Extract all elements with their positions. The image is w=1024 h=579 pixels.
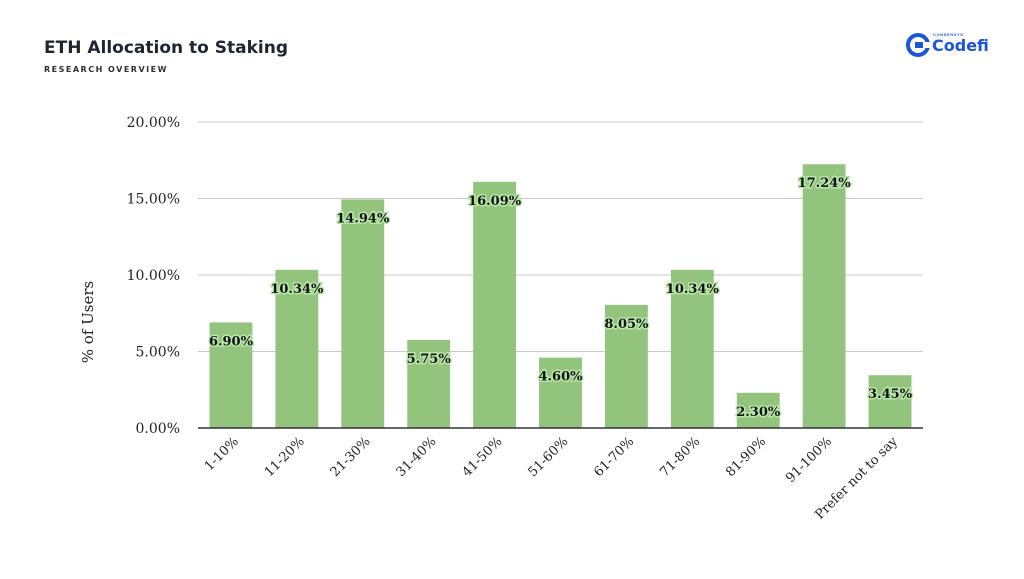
- bar: [539, 357, 582, 428]
- data-label: 14.94%: [336, 211, 390, 226]
- page-subtitle: RESEARCH OVERVIEW: [44, 65, 168, 74]
- x-tick-label: 41-50%: [460, 434, 506, 480]
- bar: [407, 340, 451, 428]
- x-tick-label: 51-60%: [525, 434, 571, 480]
- logo-wordmark: Codefi: [932, 36, 989, 55]
- data-labels: 6.90% 10.34% 14.94% 5.75% 16.09% 4.60% 8.05% 10…: [207, 175, 914, 422]
- bar: [868, 375, 912, 428]
- data-label: 6.90%: [209, 334, 254, 349]
- x-tick-label: 91-100%: [783, 434, 835, 486]
- x-tick-label: 1-10%: [202, 434, 242, 474]
- data-label: 2.30%: [736, 405, 781, 420]
- bar: [736, 392, 780, 428]
- bar: [209, 322, 253, 428]
- bars: [209, 164, 912, 428]
- y-tick-label: 10.00%: [127, 268, 180, 284]
- data-label: 4.60%: [538, 370, 583, 385]
- data-label: 17.24%: [798, 176, 852, 191]
- data-label: 10.34%: [666, 282, 720, 297]
- data-label: 3.45%: [868, 387, 913, 402]
- x-tick-label: 61-70%: [591, 434, 637, 480]
- codefi-logo: CONSENSYS Codefi: [906, 30, 992, 60]
- data-label: 16.09%: [468, 194, 522, 209]
- y-axis-ticks: 0.00% 5.00% 10.00% 15.00% 20.00%: [127, 115, 180, 437]
- x-tick-label: 21-30%: [328, 434, 374, 480]
- grid-lines: [198, 121, 923, 352]
- bar: [275, 269, 319, 428]
- bar: [604, 304, 648, 428]
- y-axis-label: % of Users: [79, 281, 97, 363]
- page-title: ETH Allocation to Staking: [44, 38, 289, 58]
- x-tick-label: 81-90%: [723, 434, 769, 480]
- y-tick-label: 5.00%: [136, 345, 180, 361]
- codefi-logo-icon: [906, 33, 930, 57]
- bar: [341, 199, 385, 428]
- x-axis-ticks: 1-10% 11-20% 21-30% 31-40% 41-50% 51-60% 61-70…: [202, 434, 902, 523]
- x-tick-label: 71-80%: [657, 434, 703, 480]
- y-tick-label: 0.00%: [136, 421, 180, 437]
- logo-top-text: CONSENSYS: [933, 32, 964, 37]
- bar: [670, 269, 714, 428]
- x-tick-label: 31-40%: [394, 434, 440, 480]
- bar: [473, 181, 517, 428]
- bar: [802, 164, 846, 428]
- y-tick-label: 20.00%: [127, 115, 180, 131]
- x-tick-label: 11-20%: [262, 434, 308, 480]
- y-tick-label: 15.00%: [127, 192, 180, 208]
- data-label: 10.34%: [270, 282, 324, 297]
- data-label: 5.75%: [407, 352, 452, 367]
- data-label: 8.05%: [604, 317, 649, 332]
